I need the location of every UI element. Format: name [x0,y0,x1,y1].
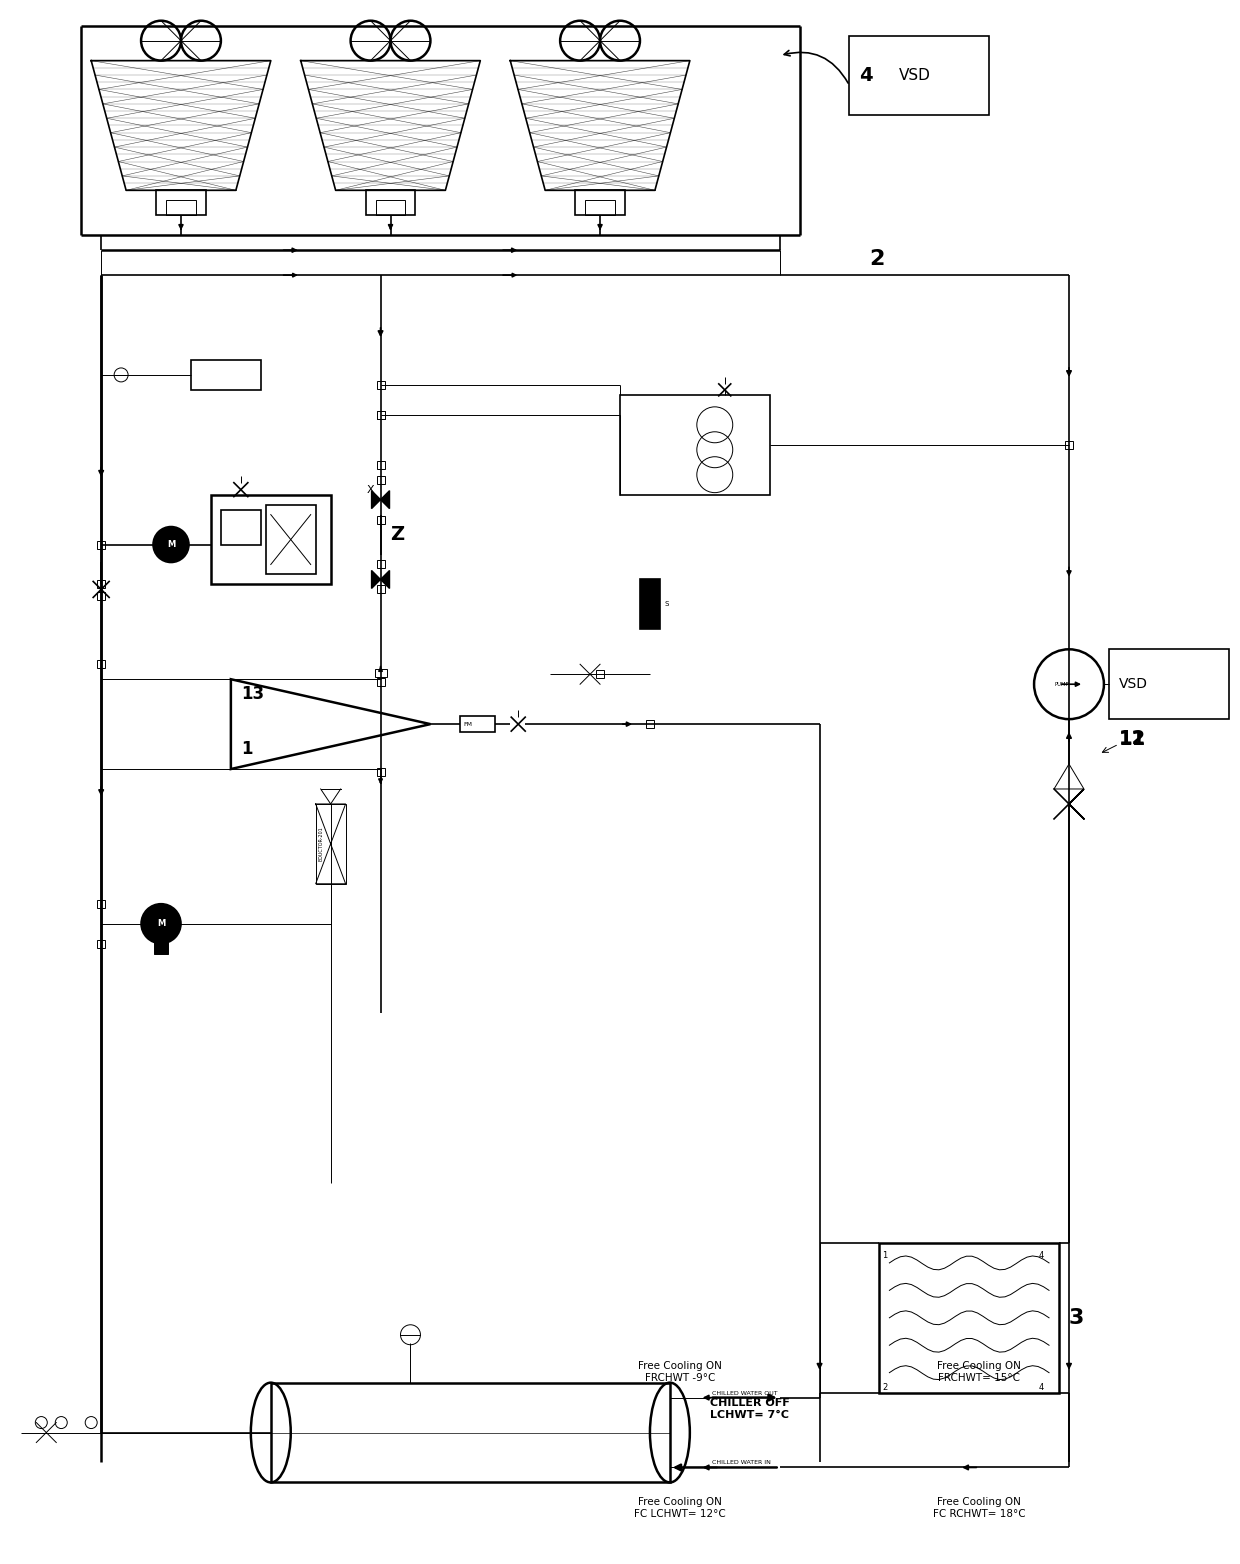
Text: CHILLED WATER OUT: CHILLED WATER OUT [712,1390,777,1395]
Bar [97,541,105,549]
Bar [620,394,770,494]
Bar [460,716,495,732]
Bar [377,768,384,776]
Text: M: M [167,540,175,549]
Text: PUMP: PUMP [1054,682,1069,687]
Bar [849,36,990,116]
Polygon shape [372,571,381,588]
Bar [377,516,384,524]
Text: 12: 12 [1118,729,1146,748]
Bar [377,560,384,568]
Text: Free Cooling ON
FC RCHWT= 18°C: Free Cooling ON FC RCHWT= 18°C [932,1497,1025,1519]
Bar [575,191,625,216]
Text: CHILLED WATER IN: CHILLED WATER IN [712,1461,771,1465]
Bar [879,1243,1059,1392]
Bar [154,929,167,954]
Bar [1109,649,1229,719]
Text: Free Cooling ON
FRCHWT -9°C: Free Cooling ON FRCHWT -9°C [637,1361,722,1383]
Bar [377,411,384,419]
Text: 4: 4 [859,66,873,84]
Bar [377,461,384,469]
Bar [377,475,384,483]
Bar [211,494,331,585]
Text: FM: FM [464,721,472,727]
Text: 13: 13 [241,685,264,704]
Bar [376,200,405,216]
Bar [377,382,384,389]
Bar [97,940,105,948]
Text: S: S [665,602,670,607]
Polygon shape [381,571,389,588]
Bar [366,191,415,216]
Bar [97,593,105,601]
Bar [97,660,105,668]
Text: EDUCTOR-201: EDUCTOR-201 [319,826,324,862]
Text: M: M [157,920,165,927]
Polygon shape [381,491,389,508]
Text: VSD: VSD [899,69,931,83]
Bar [640,579,660,629]
Text: 4: 4 [1039,1383,1044,1392]
Text: 1: 1 [883,1251,888,1261]
Text: X: X [367,485,374,494]
Text: 1: 1 [241,740,253,759]
Circle shape [141,904,181,943]
Text: 11: 11 [1118,729,1146,749]
Text: VSD: VSD [1118,677,1148,691]
Bar [596,671,604,679]
Bar [646,719,653,729]
Bar [270,1383,670,1483]
Bar [374,669,387,677]
Text: 3: 3 [1069,1308,1084,1328]
Bar [191,360,260,389]
Text: 2: 2 [869,249,885,269]
Text: Free Cooling ON
FC LCHWT= 12°C: Free Cooling ON FC LCHWT= 12°C [634,1497,725,1519]
Bar [377,585,384,593]
Bar [585,200,615,216]
Circle shape [153,527,188,563]
Polygon shape [372,491,381,508]
Text: Free Cooling ON
FRCHWT= 15°C: Free Cooling ON FRCHWT= 15°C [937,1361,1021,1383]
Text: 4: 4 [1039,1251,1044,1261]
Bar [97,899,105,907]
Bar [221,510,260,544]
Bar [1065,441,1073,449]
Text: 2: 2 [883,1383,888,1392]
Text: CHILLER OFF
LCHWT= 7°C: CHILLER OFF LCHWT= 7°C [709,1398,790,1420]
Bar [265,505,316,574]
Bar [316,804,346,884]
Bar [377,411,384,419]
Bar [166,200,196,216]
Text: Z: Z [391,526,404,544]
Bar [97,580,105,588]
Bar [156,191,206,216]
Polygon shape [1054,765,1084,788]
Bar [377,679,384,687]
